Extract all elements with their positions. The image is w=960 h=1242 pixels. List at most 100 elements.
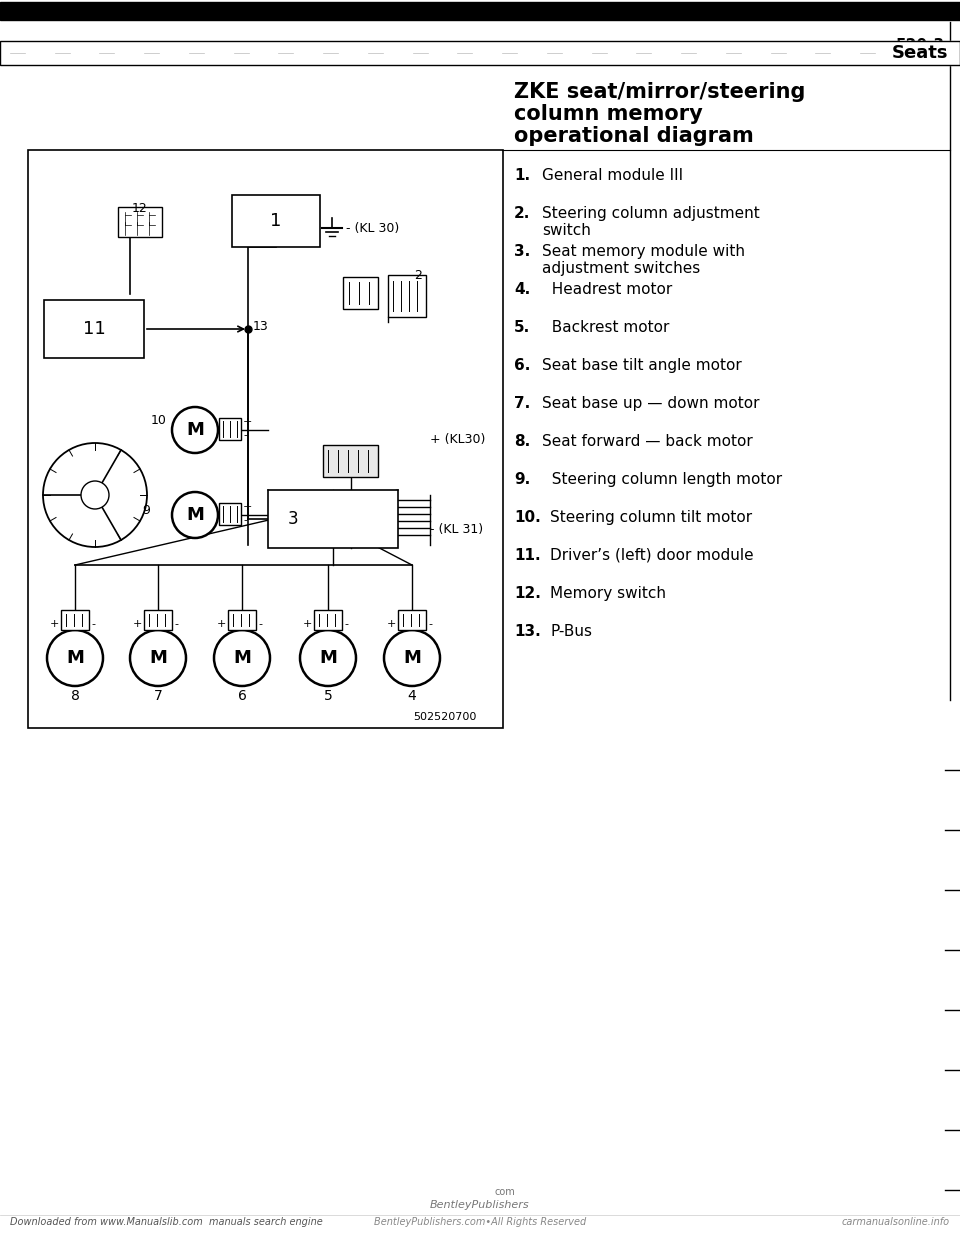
Text: Seat base up — down motor: Seat base up — down motor xyxy=(542,396,759,411)
Text: + (KL30): + (KL30) xyxy=(430,433,486,447)
Text: 10.: 10. xyxy=(514,510,540,525)
Text: +: + xyxy=(132,619,142,628)
Text: BentleyPublishers: BentleyPublishers xyxy=(430,1200,530,1210)
Text: +: + xyxy=(387,619,396,628)
Circle shape xyxy=(300,630,356,686)
Text: 5.: 5. xyxy=(514,320,530,335)
Text: -: - xyxy=(258,619,262,628)
Text: M: M xyxy=(149,650,167,667)
Text: 6.: 6. xyxy=(514,358,530,373)
Text: 9.: 9. xyxy=(514,472,530,487)
Text: Memory switch: Memory switch xyxy=(550,586,666,601)
Circle shape xyxy=(172,492,218,538)
Bar xyxy=(0,41,960,65)
Text: operational diagram: operational diagram xyxy=(514,125,754,147)
Text: 5: 5 xyxy=(324,689,332,703)
Text: BentleyPublishers.com•All Rights Reserved: BentleyPublishers.com•All Rights Reserve… xyxy=(373,1217,587,1227)
Text: -: - xyxy=(428,619,432,628)
Text: -: - xyxy=(344,619,348,628)
Text: M: M xyxy=(186,421,204,438)
Bar xyxy=(268,491,398,548)
Circle shape xyxy=(47,630,103,686)
Text: ZKE seat/mirror/steering: ZKE seat/mirror/steering xyxy=(514,82,805,102)
Text: Seats: Seats xyxy=(892,43,948,62)
Text: 11: 11 xyxy=(83,320,106,338)
Bar xyxy=(219,419,241,440)
Circle shape xyxy=(81,481,109,509)
Text: Backrest motor: Backrest motor xyxy=(542,320,669,335)
Bar xyxy=(228,610,256,630)
Text: Steering column length motor: Steering column length motor xyxy=(542,472,782,487)
Text: 12.: 12. xyxy=(514,586,540,601)
Bar xyxy=(343,277,378,309)
Text: +: + xyxy=(243,417,252,427)
Text: 7: 7 xyxy=(154,689,162,703)
Circle shape xyxy=(214,630,270,686)
Text: P-Bus: P-Bus xyxy=(550,623,592,638)
Text: 9: 9 xyxy=(142,503,150,517)
Text: 8: 8 xyxy=(71,689,80,703)
Bar xyxy=(44,301,144,358)
Bar xyxy=(232,195,320,247)
Text: Seat base tilt angle motor: Seat base tilt angle motor xyxy=(542,358,742,373)
Text: 11.: 11. xyxy=(514,548,540,563)
Text: 1: 1 xyxy=(271,212,281,230)
Text: 8.: 8. xyxy=(514,433,530,450)
Bar xyxy=(398,610,426,630)
Text: Driver’s (left) door module: Driver’s (left) door module xyxy=(550,548,754,563)
Text: +: + xyxy=(302,619,312,628)
Text: Headrest motor: Headrest motor xyxy=(542,282,672,297)
Bar xyxy=(314,610,342,630)
Text: Seat memory module with: Seat memory module with xyxy=(542,243,745,260)
Text: adjustment switches: adjustment switches xyxy=(542,261,700,276)
Text: M: M xyxy=(186,505,204,524)
Text: 7.: 7. xyxy=(514,396,530,411)
Text: Steering column tilt motor: Steering column tilt motor xyxy=(550,510,752,525)
Text: 4.: 4. xyxy=(514,282,530,297)
Text: Seat forward — back motor: Seat forward — back motor xyxy=(542,433,753,450)
Text: carmanualsonline.info: carmanualsonline.info xyxy=(842,1217,950,1227)
Bar xyxy=(118,207,162,237)
Bar xyxy=(323,445,378,477)
Text: switch: switch xyxy=(542,224,590,238)
Text: com: com xyxy=(494,1187,516,1197)
Text: 4: 4 xyxy=(408,689,417,703)
Text: 10: 10 xyxy=(151,414,167,426)
Text: 520-3: 520-3 xyxy=(896,39,945,53)
Text: 502520700: 502520700 xyxy=(414,712,477,722)
Text: 6: 6 xyxy=(237,689,247,703)
Bar xyxy=(61,610,89,630)
Circle shape xyxy=(130,630,186,686)
Text: Downloaded from www.Manualslib.com  manuals search engine: Downloaded from www.Manualslib.com manua… xyxy=(10,1217,323,1227)
Text: 2.: 2. xyxy=(514,206,530,221)
Bar xyxy=(219,503,241,525)
Circle shape xyxy=(384,630,440,686)
Text: M: M xyxy=(319,650,337,667)
Text: - (KL 31): - (KL 31) xyxy=(430,523,483,537)
Text: 3.: 3. xyxy=(514,243,530,260)
Text: General module III: General module III xyxy=(542,168,684,183)
Text: 3: 3 xyxy=(288,510,299,528)
Text: 1.: 1. xyxy=(514,168,530,183)
Text: 2: 2 xyxy=(414,270,422,282)
Text: M: M xyxy=(233,650,251,667)
Text: +: + xyxy=(50,619,59,628)
Text: M: M xyxy=(403,650,420,667)
Text: 12: 12 xyxy=(132,202,148,215)
Text: +: + xyxy=(217,619,226,628)
Text: -: - xyxy=(174,619,178,628)
Circle shape xyxy=(172,407,218,453)
Text: Steering column adjustment: Steering column adjustment xyxy=(542,206,759,221)
Text: -: - xyxy=(91,619,95,628)
Bar xyxy=(388,274,426,317)
Text: 13: 13 xyxy=(253,320,269,333)
Text: -: - xyxy=(243,430,247,440)
Text: -: - xyxy=(243,515,247,525)
Bar xyxy=(0,2,960,20)
Bar xyxy=(0,41,960,65)
Text: 13.: 13. xyxy=(514,623,540,638)
Text: - (KL 30): - (KL 30) xyxy=(346,222,399,235)
Bar xyxy=(28,150,503,728)
Text: +: + xyxy=(243,502,252,512)
Text: M: M xyxy=(66,650,84,667)
